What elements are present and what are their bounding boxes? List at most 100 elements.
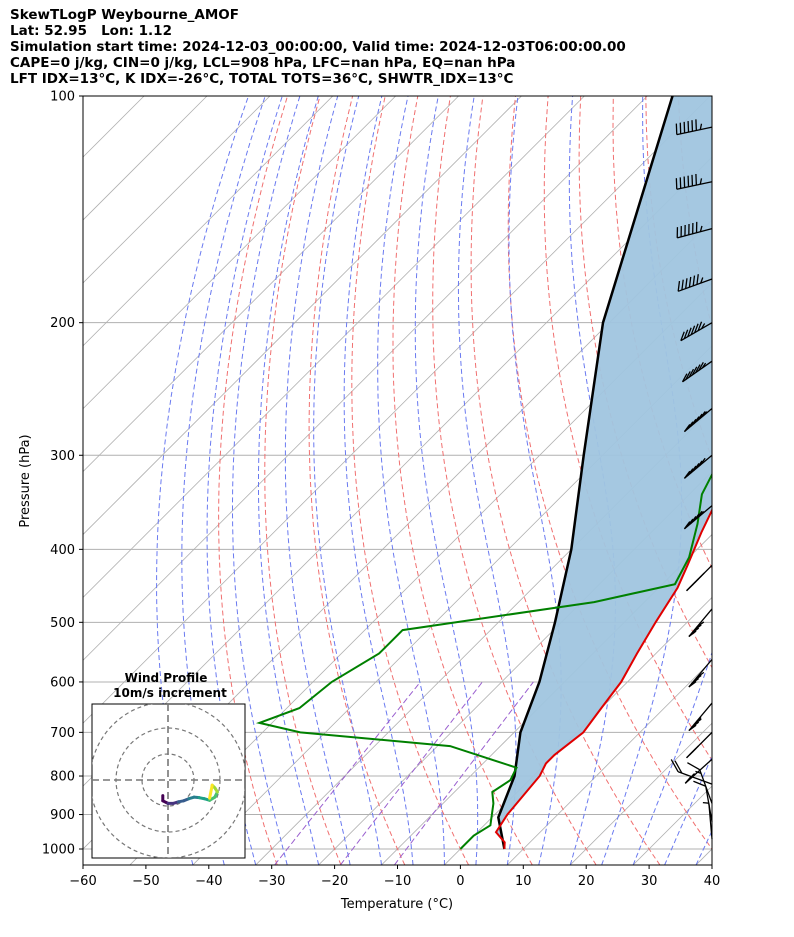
isotherm-line <box>507 659 712 865</box>
moist-adiabat <box>232 96 301 865</box>
isotherm-line <box>192 345 712 865</box>
barb-half-flag <box>699 123 703 130</box>
barb-flag <box>690 325 696 335</box>
moist-adiabat <box>728 96 794 865</box>
barb-flag <box>688 724 697 732</box>
wind-barb <box>688 658 713 688</box>
isotherm-line <box>83 96 396 410</box>
header-title: SkewTLogP Weybourne_AMOF <box>10 7 239 23</box>
isotherm-line <box>83 96 271 284</box>
barb-flag <box>699 457 706 466</box>
dry-adiabat <box>710 96 712 116</box>
dry-adiabat <box>543 96 712 762</box>
barb-flag <box>693 718 702 726</box>
barb-half-flag <box>695 770 702 774</box>
isotherm-line <box>83 96 711 724</box>
dry-adiabat <box>351 96 470 865</box>
temperature-line <box>494 508 712 850</box>
moist-adiabat <box>601 96 683 865</box>
x-tick-label: 30 <box>641 874 658 889</box>
adiabat-lines <box>156 96 794 865</box>
x-tick-label: 0 <box>456 874 464 889</box>
barb-flag <box>686 518 694 527</box>
moist-adiabat <box>377 96 445 865</box>
barb-shaft <box>680 322 713 342</box>
isotherm-line <box>83 96 522 536</box>
barb-flag <box>670 759 679 773</box>
wind-barb <box>688 608 713 638</box>
x-axis-label: Temperature (°C) <box>340 897 453 912</box>
barb-flag <box>691 745 700 753</box>
barb-half-flag <box>700 277 704 284</box>
barb-flag <box>696 510 703 519</box>
barb-half-flag <box>702 411 708 417</box>
barb-flag <box>697 572 705 580</box>
y-tick-label: 800 <box>50 770 75 785</box>
y-tick-label: 400 <box>50 543 75 558</box>
header-location: Lat: 52.95 Lon: 1.12 <box>10 23 172 39</box>
barb-shaft <box>708 803 713 840</box>
mixing-ratio-line <box>340 681 483 865</box>
wind-barb <box>702 802 713 840</box>
moist-adiabat <box>343 96 414 865</box>
barb-flag <box>688 681 697 688</box>
wind-barb <box>676 221 713 239</box>
dry-adiabat <box>264 96 342 865</box>
wind-barb <box>670 759 713 785</box>
dry-adiabat <box>776 96 794 865</box>
header-indices-1: CAPE=0 j/kg, CIN=0 j/kg, LCL=908 hPa, LF… <box>10 55 516 71</box>
wind-barb <box>683 454 713 479</box>
barb-flag <box>696 413 703 422</box>
wind-barb <box>675 119 713 136</box>
x-axis-ticks: −60 −50 −40 −30 −20 −10 0 10 20 30 40 <box>69 865 720 889</box>
wind-barb <box>675 173 713 190</box>
moist-adiabat <box>414 96 479 865</box>
barb-flag <box>688 630 697 638</box>
moist-adiabat <box>258 96 320 865</box>
y-tick-label: 900 <box>50 808 75 823</box>
wind-barbs <box>670 119 713 840</box>
barb-flag <box>683 470 691 479</box>
barb-shaft <box>677 278 713 292</box>
cin-shaded-area <box>496 96 712 849</box>
y-tick-label: 700 <box>50 726 75 741</box>
dry-adiabat <box>507 96 712 850</box>
barb-flag <box>681 373 688 383</box>
x-tick-label: −40 <box>195 874 222 889</box>
barb-half-flag <box>701 323 706 330</box>
barb-flag <box>690 465 697 474</box>
barb-flag <box>691 366 698 376</box>
y-tick-label: 500 <box>50 616 75 631</box>
y-axis-label: Pressure (hPa) <box>18 434 33 527</box>
moist-adiabat <box>632 651 712 865</box>
moist-adiabat <box>284 96 351 865</box>
barb-flag <box>693 513 700 522</box>
barb-half-flag <box>702 802 709 804</box>
barb-flag <box>696 671 705 679</box>
isotherm-line <box>569 722 712 865</box>
barb-shaft <box>677 227 713 239</box>
barb-flag <box>688 276 692 288</box>
moist-adiabat <box>457 96 517 865</box>
isotherm-line <box>129 282 712 865</box>
barb-flag <box>691 627 700 635</box>
y-tick-label: 200 <box>50 316 75 331</box>
hodograph-segment <box>208 783 214 800</box>
isotherm-line <box>83 96 334 347</box>
barb-half-flag <box>701 362 707 369</box>
barb-flag <box>681 279 684 291</box>
barb-flag <box>693 674 702 682</box>
moist-adiabat <box>181 96 266 865</box>
y-tick-label: 1000 <box>42 843 75 858</box>
dewpoint-line <box>255 472 712 850</box>
moist-adiabat <box>664 754 712 865</box>
moist-adiabat <box>156 96 249 865</box>
barb-flag <box>686 421 694 430</box>
isotherm-line <box>83 96 585 598</box>
barb-flag <box>698 361 704 371</box>
barb-flag <box>693 463 700 472</box>
barb-half-flag <box>699 178 703 185</box>
barb-shaft <box>677 771 713 785</box>
barb-flag <box>677 280 681 292</box>
